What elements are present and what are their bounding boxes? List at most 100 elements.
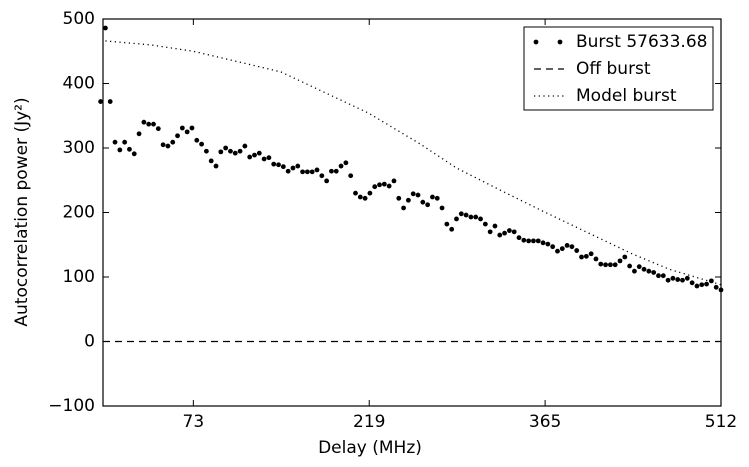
data-point (535, 238, 541, 244)
data-point (689, 280, 695, 286)
data-point (612, 262, 618, 268)
data-point (348, 173, 354, 179)
data-point (146, 121, 152, 127)
data-point (665, 277, 671, 283)
data-point (285, 168, 291, 174)
data-point (333, 168, 339, 174)
legend-label: Off burst (576, 59, 651, 79)
data-point (708, 278, 714, 284)
data-point (473, 214, 479, 220)
data-point (237, 148, 243, 154)
data-point (160, 142, 166, 148)
y-tick-label: 100 (63, 267, 95, 287)
data-point (487, 229, 493, 235)
data-point (684, 275, 690, 281)
data-point (353, 190, 358, 196)
data-point (497, 232, 503, 238)
data-point (324, 178, 330, 184)
x-tick-label: 73 (183, 412, 205, 432)
data-point (112, 139, 118, 145)
y-tick-label: 400 (63, 74, 95, 94)
data-point (531, 238, 536, 244)
data-point (266, 155, 272, 161)
data-point (256, 150, 262, 156)
data-point (165, 143, 171, 149)
y-tick-label: 0 (84, 332, 95, 352)
data-point (136, 131, 142, 137)
data-point (636, 264, 642, 270)
data-point (506, 228, 512, 233)
data-point (117, 147, 123, 153)
data-point (699, 282, 705, 288)
data-point (401, 205, 406, 211)
data-point (569, 244, 575, 250)
data-point (564, 242, 570, 248)
data-point (391, 178, 397, 184)
data-point (309, 169, 315, 175)
data-point (155, 126, 161, 132)
data-point (646, 268, 652, 274)
data-point (521, 237, 527, 243)
data-point (141, 119, 147, 125)
data-point (218, 149, 224, 155)
data-point (228, 148, 233, 154)
data-point (189, 125, 195, 131)
data-point (276, 162, 281, 168)
data-point (660, 273, 666, 279)
data-point (242, 143, 248, 149)
data-point (367, 190, 373, 196)
x-tick-label: 365 (529, 412, 561, 432)
data-point (641, 266, 647, 272)
data-point (425, 202, 431, 208)
data-point (622, 254, 628, 260)
y-tick-label: 500 (63, 9, 95, 29)
data-point (213, 163, 219, 169)
data-point (550, 244, 556, 250)
data-point (396, 195, 402, 201)
data-point (338, 163, 344, 169)
data-point (713, 284, 719, 290)
y-tick-label: 200 (63, 203, 95, 223)
data-point (362, 195, 368, 201)
x-tick-label: 219 (353, 412, 385, 432)
data-point (208, 158, 214, 164)
data-point (511, 229, 517, 235)
data-point (579, 254, 584, 260)
data-point (179, 125, 185, 131)
data-point (598, 261, 604, 267)
data-point (627, 263, 633, 269)
data-point (444, 221, 450, 227)
data-point (329, 168, 334, 174)
y-tick-label: 300 (63, 138, 95, 158)
data-point (410, 191, 416, 197)
data-point (434, 195, 440, 201)
data-point (430, 194, 435, 200)
legend-label: Model burst (576, 86, 677, 106)
data-point (127, 146, 132, 152)
data-point (555, 248, 560, 254)
data-point (420, 199, 426, 205)
data-point (656, 273, 661, 279)
data-point (588, 251, 594, 257)
data-point (372, 184, 378, 190)
x-axis-label: Delay (MHz) (318, 438, 422, 458)
data-point (603, 262, 608, 268)
legend-box (523, 26, 714, 111)
data-point (280, 164, 286, 170)
data-point (482, 221, 488, 227)
data-point (607, 262, 613, 268)
data-point (357, 194, 363, 200)
data-point (545, 241, 551, 247)
data-point (458, 211, 464, 217)
data-point (98, 99, 103, 104)
data-point (478, 216, 483, 222)
data-point (559, 246, 565, 252)
data-point (184, 129, 190, 135)
data-point (516, 235, 522, 241)
data-point (632, 268, 637, 274)
legend-marker (557, 39, 563, 45)
data-point (175, 133, 180, 139)
data-point (199, 141, 204, 147)
data-point (232, 150, 238, 156)
